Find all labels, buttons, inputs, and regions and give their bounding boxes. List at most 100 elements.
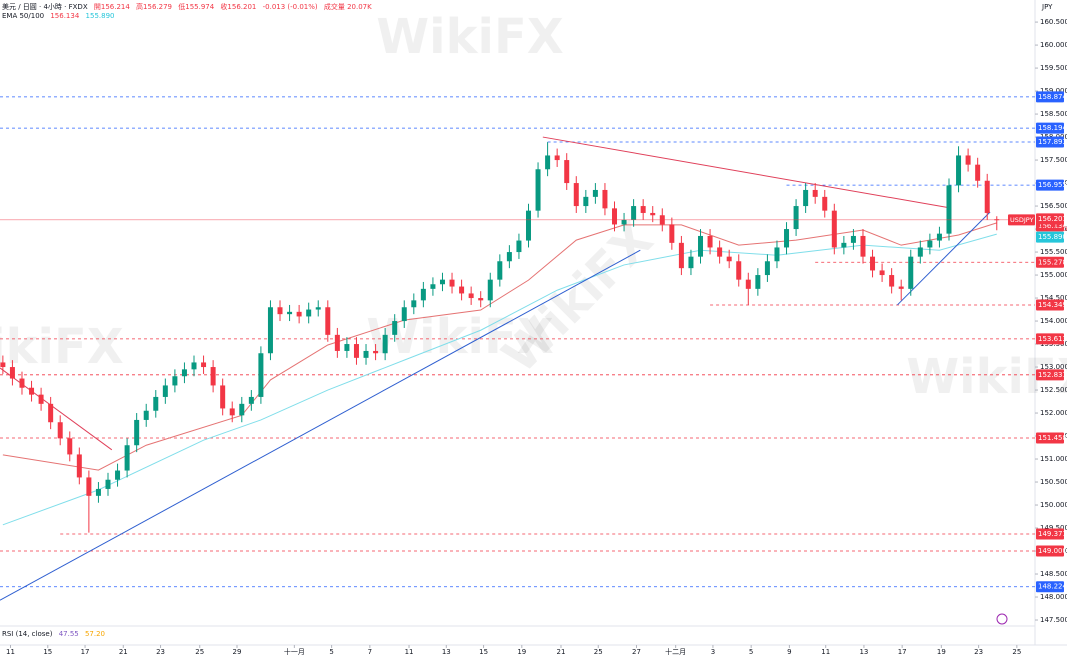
trend-line bbox=[0, 367, 113, 451]
candle-body bbox=[784, 229, 790, 248]
level-label-box bbox=[1036, 581, 1064, 593]
y-tick-label: 147.500 bbox=[1040, 616, 1067, 624]
candle-body bbox=[755, 275, 761, 289]
candle-body bbox=[191, 362, 197, 370]
candle-body bbox=[554, 155, 560, 161]
trend-line bbox=[542, 136, 951, 209]
candle-body bbox=[411, 300, 417, 308]
trend-line bbox=[0, 249, 641, 601]
x-tick-label: 13 bbox=[859, 648, 868, 656]
quote-open: 開156.214 bbox=[93, 3, 130, 11]
rsi-label: RSI (14, close) bbox=[2, 630, 53, 638]
candle-body bbox=[181, 369, 187, 377]
candle-body bbox=[698, 235, 704, 257]
candle-body bbox=[831, 210, 837, 248]
candle-body bbox=[936, 233, 942, 241]
candle-body bbox=[153, 396, 159, 411]
candle-body bbox=[401, 307, 407, 322]
level-label: 158.194 bbox=[1038, 124, 1067, 132]
x-tick-label: 19 bbox=[517, 648, 526, 656]
y-tick-label: 152.000 bbox=[1040, 409, 1067, 417]
candle-body bbox=[134, 419, 140, 446]
x-tick-label: 23 bbox=[974, 648, 983, 656]
x-tick-label: 21 bbox=[557, 648, 566, 656]
y-tick-label: 158.500 bbox=[1040, 110, 1067, 118]
candle-body bbox=[669, 224, 675, 243]
rsi-value: 47.55 bbox=[58, 630, 79, 638]
level-label: 149.000 bbox=[1038, 547, 1067, 555]
candle-body bbox=[516, 240, 522, 253]
watermark: WikiFX bbox=[366, 309, 554, 365]
y-tick-label: 150.500 bbox=[1040, 478, 1067, 486]
candle-body bbox=[210, 367, 216, 386]
candle-body bbox=[850, 235, 856, 243]
level-label: 155.278 bbox=[1038, 258, 1067, 266]
candle-body bbox=[717, 247, 723, 257]
candle-body bbox=[0, 362, 6, 368]
candle-body bbox=[95, 488, 101, 496]
y-tick-label: 152.500 bbox=[1040, 386, 1067, 394]
candle-body bbox=[745, 279, 751, 289]
candle-body bbox=[793, 206, 799, 230]
y-tick-label: 160.000 bbox=[1040, 41, 1067, 49]
candle-body bbox=[650, 212, 656, 216]
candle-body bbox=[803, 189, 809, 207]
level-label: 149.371 bbox=[1038, 530, 1067, 538]
symbol-tag: USDJPY bbox=[1010, 216, 1034, 224]
candle-body bbox=[353, 344, 359, 358]
ema50-axis-label: 156.134 bbox=[1038, 222, 1067, 230]
candle-body bbox=[927, 240, 933, 248]
candle-body bbox=[917, 247, 923, 257]
quote-change: -0.013 (-0.01%) bbox=[262, 3, 318, 11]
candle-body bbox=[812, 189, 818, 197]
y-tick-label: 160.500 bbox=[1040, 18, 1067, 26]
candle-body bbox=[764, 261, 770, 276]
candle-body bbox=[248, 396, 254, 404]
candle-body bbox=[373, 350, 379, 354]
candle-body bbox=[9, 367, 15, 379]
candle-body bbox=[870, 256, 876, 271]
candle-body bbox=[19, 378, 25, 388]
x-tick-label: 十二月 bbox=[665, 647, 686, 656]
x-tick-label: 17 bbox=[81, 648, 90, 656]
level-label: 153.613 bbox=[1038, 335, 1067, 343]
candle-body bbox=[430, 284, 436, 289]
candle-body bbox=[86, 477, 92, 496]
candle-body bbox=[898, 286, 904, 289]
candle-body bbox=[267, 307, 273, 354]
candle-body bbox=[984, 180, 990, 213]
level-label-box bbox=[1036, 91, 1064, 103]
candle-body bbox=[143, 410, 149, 420]
x-tick-label: 11 bbox=[821, 648, 830, 656]
y-tick-label: 155.500 bbox=[1040, 248, 1067, 256]
candle-body bbox=[975, 164, 981, 181]
watermark: WikiFX bbox=[0, 319, 124, 375]
candle-body bbox=[239, 403, 245, 416]
candle-body bbox=[879, 270, 885, 276]
x-tick-label: 7 bbox=[368, 648, 372, 656]
y-tick-label: 159.500 bbox=[1040, 64, 1067, 72]
alert-icon bbox=[996, 613, 1008, 625]
x-tick-label: 29 bbox=[233, 648, 242, 656]
x-tick-label: 十一月 bbox=[284, 647, 305, 656]
last-price-label: 156.201 bbox=[1038, 215, 1067, 223]
candle-body bbox=[774, 247, 780, 262]
level-label-box bbox=[1036, 528, 1064, 540]
y-tick-label: 159.000 bbox=[1040, 87, 1067, 95]
candle-body bbox=[841, 242, 847, 248]
candle-body bbox=[382, 334, 388, 354]
candle-body bbox=[124, 445, 130, 471]
candle-body bbox=[162, 385, 168, 397]
level-label: 151.458 bbox=[1038, 434, 1067, 442]
candle-body bbox=[965, 155, 971, 165]
candle-body bbox=[48, 403, 54, 423]
candle-body bbox=[497, 261, 503, 280]
level-label-box bbox=[1036, 369, 1064, 381]
x-tick-label: 15 bbox=[479, 648, 488, 656]
trend-line bbox=[897, 211, 991, 306]
y-tick-label: 153.000 bbox=[1040, 363, 1067, 371]
candle-body bbox=[506, 252, 512, 262]
candle-body bbox=[57, 422, 63, 439]
